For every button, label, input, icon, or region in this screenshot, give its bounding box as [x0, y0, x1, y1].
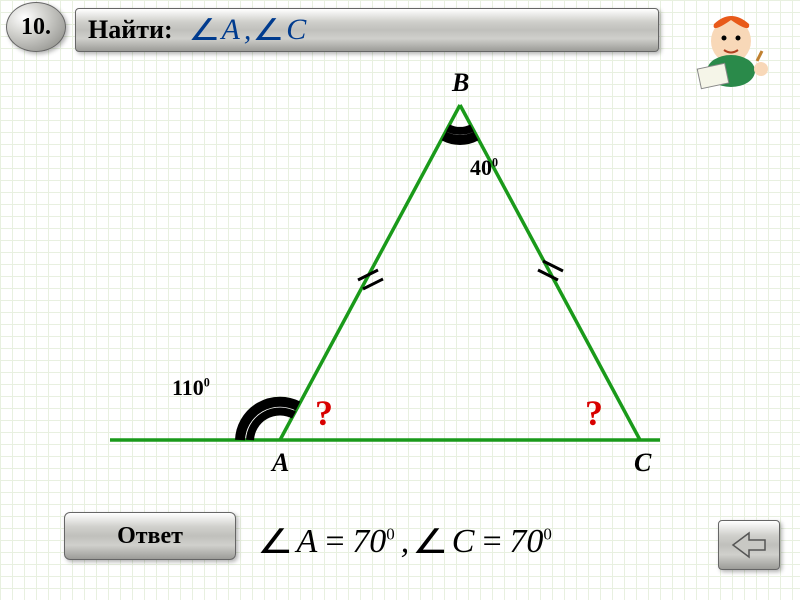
answer-a-value: 700	[352, 523, 395, 561]
answer-var-a: A	[296, 523, 317, 561]
arrow-left-icon	[731, 531, 767, 559]
answer-button-label: Ответ	[117, 523, 183, 550]
vertex-label-b: B	[452, 68, 469, 98]
find-target-c: C	[286, 13, 306, 47]
answer-button[interactable]: Ответ	[64, 512, 236, 560]
angle-a-ext-value: 1100	[172, 375, 210, 401]
answer-var-c: C	[452, 523, 475, 561]
unknown-c: ?	[585, 392, 603, 434]
find-target-a: A	[222, 13, 240, 47]
answer-expression: ∠A = 700 , ∠C = 700	[260, 522, 552, 562]
angle-icon: ∠	[253, 13, 285, 48]
find-label: Найти:	[88, 15, 173, 45]
comma: ,	[244, 13, 252, 47]
answer-c-value: 700	[509, 523, 552, 561]
vertex-label-c: C	[634, 448, 651, 478]
vertex-label-a: A	[272, 448, 289, 478]
nav-back-button[interactable]	[718, 520, 780, 570]
angle-icon: ∠	[257, 522, 294, 562]
problem-number: 10.	[21, 14, 51, 41]
angle-b-value: 400	[470, 155, 498, 181]
unknown-a: ?	[315, 392, 333, 434]
angle-arc-b	[444, 128, 476, 140]
equals: =	[323, 523, 346, 561]
equals: =	[480, 523, 503, 561]
comma: ,	[401, 523, 410, 561]
geometry-diagram: B A C 400 1100 ? ?	[80, 70, 720, 470]
angle-icon: ∠	[412, 522, 449, 562]
angle-icon: ∠	[188, 13, 220, 48]
find-expression: ∠A, ∠C	[191, 13, 307, 48]
task-bar: Найти: ∠A, ∠C	[75, 8, 659, 52]
problem-number-badge: 10.	[6, 2, 66, 52]
